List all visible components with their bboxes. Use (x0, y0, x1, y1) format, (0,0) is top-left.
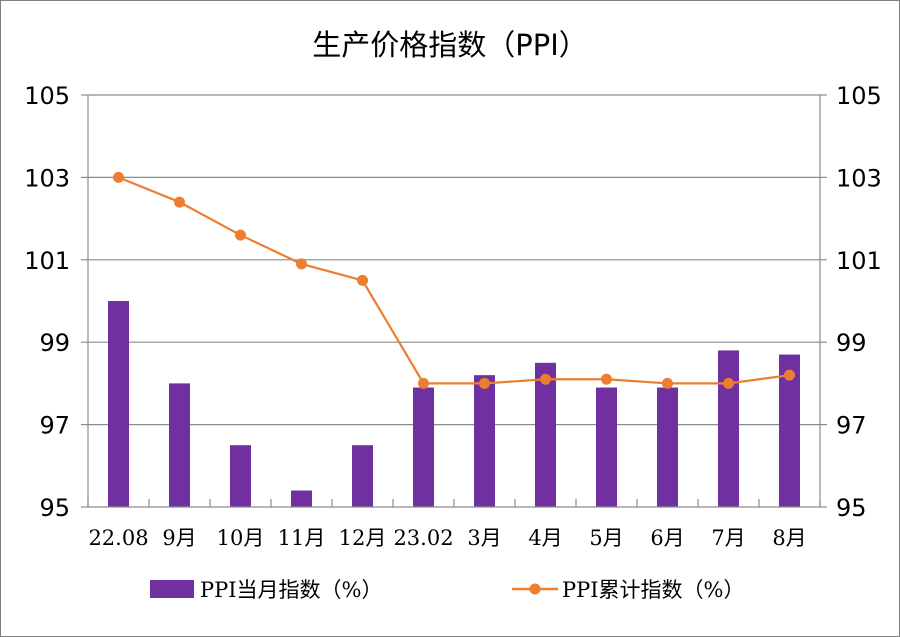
legend-bar-label: PPI当月指数（%） (200, 578, 383, 602)
y-tick-label-right: 99 (836, 329, 867, 357)
legend-line-label: PPI累计指数（%） (562, 578, 745, 602)
legend-bar-swatch (150, 580, 194, 598)
line-point (296, 258, 307, 270)
y-tick-label-left: 105 (24, 82, 70, 110)
x-tick-label: 3月 (467, 526, 501, 550)
x-tick-label: 8月 (772, 526, 806, 550)
line-point (174, 196, 185, 208)
x-tick-label: 22.08 (88, 526, 148, 550)
line-path (118, 176, 790, 385)
chart-title: 生产价格指数（PPI） (312, 28, 588, 62)
y-tick-label-left: 99 (39, 329, 70, 357)
bar (535, 362, 556, 507)
y-axis-ticks: 95 95 97 97 99 99 101 101 103 103 105 105 (24, 82, 882, 522)
bar (779, 354, 800, 507)
gridlines (88, 94, 820, 426)
y-tick-label-right: 101 (836, 247, 882, 275)
x-tick-label: 12月 (339, 526, 387, 550)
x-tick-label: 9月 (162, 526, 196, 550)
line-point (601, 373, 612, 385)
bar (474, 375, 495, 507)
x-tick-label: 4月 (528, 526, 562, 550)
x-tick-label: 11月 (278, 526, 326, 550)
y-tick-label-left: 101 (24, 247, 70, 275)
bar (596, 387, 617, 507)
axes (81, 94, 827, 508)
bar (291, 490, 312, 507)
bar (657, 387, 678, 507)
y-tick-label-right: 97 (836, 412, 867, 440)
x-tick-label: 10月 (217, 526, 265, 550)
line-point (784, 369, 795, 381)
line-point (479, 377, 490, 389)
y-tick-label-right: 105 (836, 82, 882, 110)
x-axis-ticks: 22.08 9月 10月 11月 12月 23.02 3月 4月 5月 6月 7月 8月 (88, 526, 806, 550)
y-tick-label-right: 95 (836, 494, 867, 522)
x-tick-label: 5月 (589, 526, 623, 550)
x-tick-label: 6月 (650, 526, 684, 550)
y-tick-label-left: 103 (24, 164, 70, 192)
x-tick-label: 23.02 (393, 526, 453, 550)
line-series (113, 171, 795, 389)
bar (718, 350, 739, 507)
legend-line-marker (529, 583, 541, 595)
y-tick-label-left: 95 (39, 494, 70, 522)
line-point (235, 229, 246, 241)
line-point (662, 377, 673, 389)
bar (169, 383, 190, 507)
line-point (723, 377, 734, 389)
line-point (418, 377, 429, 389)
bar (108, 301, 129, 507)
line-point (540, 373, 551, 385)
bar (230, 445, 251, 507)
legend: PPI当月指数（%） PPI累计指数（%） (150, 578, 745, 602)
bar (352, 445, 373, 507)
x-tick-label: 7月 (711, 526, 745, 550)
y-tick-label-left: 97 (39, 412, 70, 440)
y-tick-label-right: 103 (836, 164, 882, 192)
line-point (113, 171, 124, 183)
bar (413, 387, 434, 507)
bar-series (108, 301, 800, 507)
line-point (357, 274, 368, 286)
